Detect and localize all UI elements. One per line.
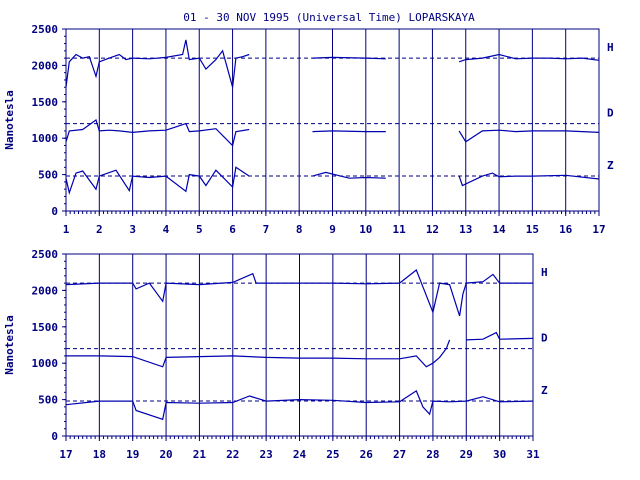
x-tick-label: 19 — [126, 448, 139, 461]
component-label-d: D — [541, 332, 548, 345]
x-tick-label: 28 — [426, 448, 439, 461]
series-d-trace — [66, 331, 534, 368]
x-tick-label: 31 — [526, 448, 540, 461]
x-tick-label: 1 — [63, 223, 70, 236]
x-tick-label: 7 — [263, 223, 270, 236]
x-tick-label: 3 — [129, 223, 136, 236]
y-axis-label: Nanotesla — [3, 90, 16, 150]
x-tick-label: 2 — [96, 223, 103, 236]
x-tick-label: 16 — [559, 223, 573, 236]
x-tick-label: 10 — [359, 223, 372, 236]
y-tick-label: 2500 — [32, 248, 59, 261]
x-tick-label: 22 — [226, 448, 239, 461]
x-tick-label: 27 — [393, 448, 406, 461]
x-tick-label: 6 — [229, 223, 236, 236]
series-h-trace — [65, 269, 533, 317]
panel-bottom: H D Z 0 500 1000 1500 2000 2500 17 18 19 20 21 22 23 24 2… — [3, 248, 548, 461]
x-tick-label: 13 — [459, 223, 472, 236]
component-label-h: H — [541, 266, 548, 279]
x-tick-label: 23 — [260, 448, 273, 461]
y-tick-label: 1500 — [32, 321, 59, 334]
y-tick-label: 500 — [38, 169, 58, 182]
series-z-trace — [65, 166, 600, 196]
x-tick-label: 5 — [196, 223, 203, 236]
y-tick-label: 2500 — [32, 23, 59, 36]
x-tick-label: 15 — [526, 223, 539, 236]
x-tick-label: 29 — [460, 448, 473, 461]
y-tick-label: 1000 — [32, 357, 59, 370]
x-tick-label: 8 — [296, 223, 303, 236]
series-h-trace — [65, 39, 600, 88]
x-tick-label: 24 — [293, 448, 307, 461]
component-label-d: D — [607, 107, 614, 120]
series-z-trace — [65, 390, 534, 421]
x-tick-label: 21 — [193, 448, 207, 461]
x-tick-label: 26 — [360, 448, 374, 461]
chart-title: 01 - 30 NOV 1995 (Universal Time) LOPARS… — [183, 11, 475, 24]
x-tick-label: 25 — [326, 448, 339, 461]
y-tick-label: 500 — [38, 394, 58, 407]
y-tick-label: 2000 — [32, 284, 59, 297]
component-label-z: Z — [607, 159, 614, 172]
component-label-h: H — [607, 41, 614, 54]
x-tick-label: 30 — [493, 448, 506, 461]
x-tick-label: 9 — [329, 223, 336, 236]
y-tick-label: 1000 — [32, 132, 59, 145]
y-tick-label: 2000 — [32, 59, 59, 72]
x-tick-label: 17 — [59, 448, 72, 461]
y-tick-label: 0 — [51, 205, 58, 218]
y-tick-label: 1500 — [32, 96, 59, 109]
component-label-z: Z — [541, 384, 548, 397]
x-tick-label: 18 — [93, 448, 106, 461]
x-tick-label: 12 — [426, 223, 439, 236]
y-axis-label: Nanotesla — [3, 315, 16, 375]
series-d-trace — [65, 119, 600, 147]
x-tick-label: 20 — [159, 448, 172, 461]
y-tick-label: 0 — [51, 430, 58, 443]
x-tick-label: 4 — [163, 223, 170, 236]
x-tick-label: 17 — [592, 223, 605, 236]
x-tick-label: 14 — [492, 223, 506, 236]
x-tick-label: 11 — [393, 223, 407, 236]
